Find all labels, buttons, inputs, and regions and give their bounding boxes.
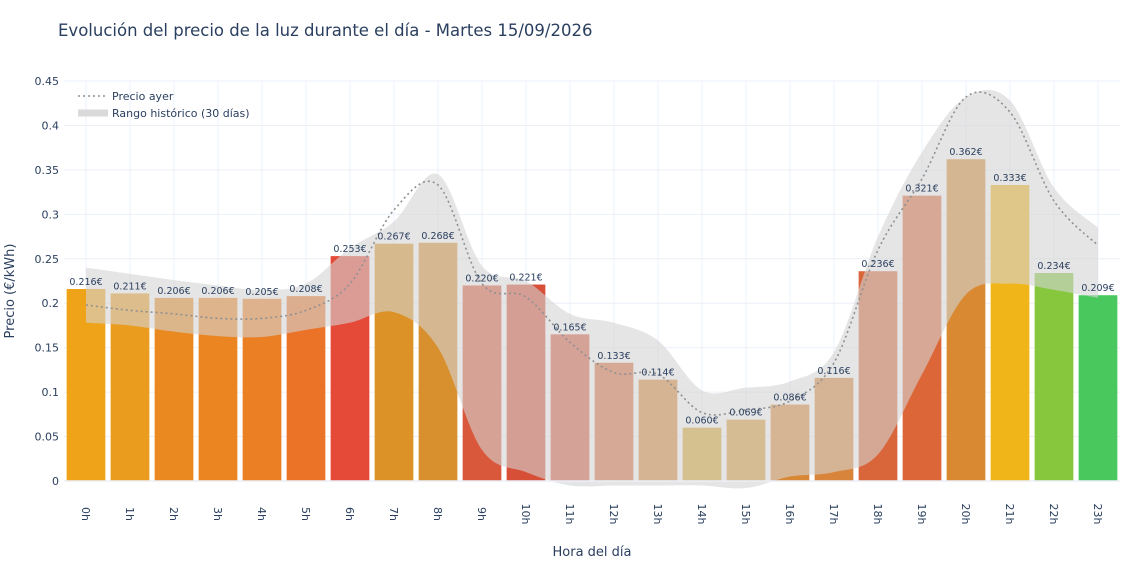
bar-value-label: 0.221€	[509, 273, 542, 284]
x-tick-label: 11h	[563, 504, 576, 525]
bar-value-label: 0.114€	[641, 368, 674, 379]
y-tick-label: 0.25	[35, 253, 60, 266]
bar-value-label: 0.267€	[377, 232, 410, 243]
y-tick-label: 0.45	[35, 75, 60, 88]
y-tick-label: 0.2	[42, 297, 60, 310]
x-tick-label: 19h	[915, 504, 928, 525]
bar-value-label: 0.086€	[773, 393, 806, 404]
x-axis-title: Hora del día	[553, 545, 632, 560]
bar-value-label: 0.268€	[421, 231, 454, 242]
x-tick-label: 13h	[651, 504, 664, 525]
y-tick-label: 0.15	[35, 342, 60, 355]
y-tick-label: 0.35	[35, 164, 60, 177]
bar-value-label: 0.253€	[333, 244, 366, 255]
x-tick-label: 12h	[607, 504, 620, 525]
x-tick-label: 15h	[739, 504, 752, 525]
bar-value-label: 0.133€	[597, 351, 630, 362]
bar-value-label: 0.362€	[949, 147, 982, 158]
bar-value-label: 0.333€	[993, 173, 1026, 184]
x-tick-label: 10h	[519, 504, 532, 525]
bar-value-label: 0.165€	[553, 322, 586, 333]
x-tick-label: 4h	[255, 507, 268, 521]
x-tick-label: 3h	[211, 507, 224, 521]
x-tick-label: 7h	[387, 507, 400, 521]
bar-value-label: 0.216€	[69, 277, 102, 288]
bar-value-label: 0.060€	[685, 416, 718, 427]
x-tick-label: 0h	[79, 507, 92, 521]
x-tick-label: 1h	[123, 507, 136, 521]
x-tick-label: 17h	[827, 504, 840, 525]
x-tick-label: 14h	[695, 504, 708, 525]
y-tick-label: 0.05	[35, 431, 60, 444]
x-tick-label: 8h	[431, 507, 444, 521]
x-tick-label: 9h	[475, 507, 488, 521]
legend-range-label: Rango histórico (30 días)	[112, 107, 250, 120]
bar-value-label: 0.206€	[201, 286, 234, 297]
x-tick-label: 18h	[871, 504, 884, 525]
y-tick-label: 0.3	[42, 208, 60, 221]
y-tick-label: 0.1	[42, 386, 60, 399]
x-tick-label: 2h	[167, 507, 180, 521]
bar-value-label: 0.220€	[465, 273, 498, 284]
bar-value-label: 0.211€	[113, 281, 146, 292]
bar-value-label: 0.206€	[157, 286, 190, 297]
x-tick-label: 6h	[343, 507, 356, 521]
bar-value-label: 0.208€	[289, 284, 322, 295]
x-tick-label: 21h	[1003, 504, 1016, 525]
bar-value-label: 0.234€	[1037, 261, 1070, 272]
legend-yesterday-label: Precio ayer	[112, 90, 174, 103]
x-tick-label: 5h	[299, 507, 312, 521]
y-tick-label: 0	[52, 475, 59, 488]
historical-range-band	[86, 89, 1098, 489]
y-tick-label: 0.4	[42, 119, 60, 132]
bar-value-label: 0.236€	[861, 259, 894, 270]
x-tick-label: 20h	[959, 504, 972, 525]
x-tick-label: 22h	[1047, 504, 1060, 525]
y-axis-title: Precio (€/kWh)	[3, 244, 18, 339]
price-bar	[1034, 273, 1074, 481]
bar-value-label: 0.209€	[1081, 283, 1114, 294]
price-bar	[1078, 295, 1118, 481]
bar-value-label: 0.069€	[729, 408, 762, 419]
bar-value-label: 0.321€	[905, 184, 938, 195]
chart-title: Evolución del precio de la luz durante e…	[58, 21, 593, 40]
x-tick-label: 23h	[1091, 504, 1104, 525]
x-tick-label: 16h	[783, 504, 796, 525]
bar-value-label: 0.116€	[817, 366, 850, 377]
bar-value-label: 0.205€	[245, 287, 278, 298]
